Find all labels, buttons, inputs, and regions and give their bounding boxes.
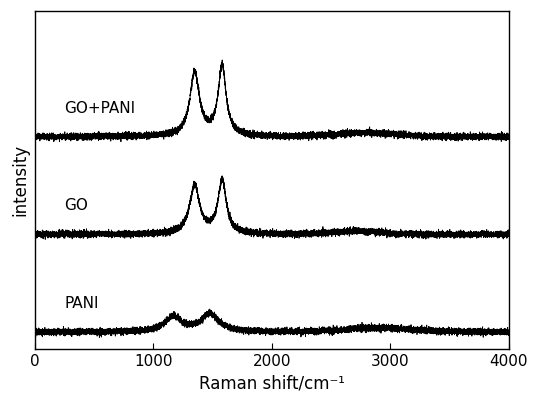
Text: PANI: PANI — [64, 296, 99, 311]
Text: GO+PANI: GO+PANI — [64, 101, 135, 116]
X-axis label: Raman shift/cm⁻¹: Raman shift/cm⁻¹ — [199, 375, 344, 393]
Text: GO: GO — [64, 198, 88, 213]
Y-axis label: intensity: intensity — [11, 144, 29, 217]
